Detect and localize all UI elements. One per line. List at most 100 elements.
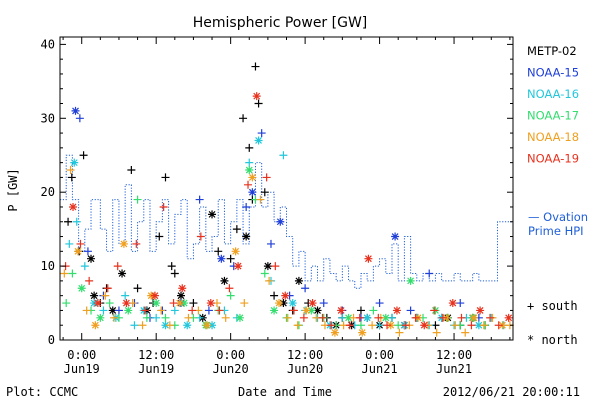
x-tick-time-label: 0:00 [216, 348, 245, 362]
series-noaa-16 [65, 136, 508, 330]
data-point-south [479, 321, 488, 330]
y-tick-label: 20 [41, 185, 55, 199]
data-point-south [345, 321, 354, 330]
legend-entry-noaa-18: NOAA-18 [527, 130, 579, 144]
y-tick-label: 40 [41, 37, 55, 51]
legend-symbol-north: * north [527, 333, 578, 347]
data-point-north [217, 254, 226, 263]
legend: METP-02 NOAA-15 NOAA-16 NOAA-17 NOAA-18 NOAA-… [527, 44, 579, 166]
data-point-south [461, 328, 470, 337]
data-point-south [75, 114, 84, 123]
data-point-south [132, 239, 141, 248]
data-point-north [119, 239, 128, 248]
data-point-north [504, 313, 513, 322]
data-point-north [87, 254, 96, 263]
data-point-south [289, 306, 298, 315]
data-point-south [438, 313, 447, 322]
data-point-south [457, 313, 466, 322]
data-point-south [83, 247, 92, 256]
data-point-north [77, 284, 86, 293]
data-point-south [127, 166, 136, 175]
data-point-south [76, 239, 85, 248]
data-point-south [184, 313, 193, 322]
data-point-south [204, 306, 213, 315]
data-point-north [90, 291, 99, 300]
data-point-north [124, 306, 133, 315]
plot-area [60, 62, 514, 337]
data-point-south [195, 195, 204, 204]
data-point-south [245, 143, 254, 152]
data-point-south [170, 306, 179, 315]
series-metp-02 [64, 62, 490, 330]
data-point-south [375, 299, 384, 308]
data-point-north [206, 299, 215, 308]
data-point-south [221, 313, 230, 322]
data-point-south [232, 225, 241, 234]
data-point-north [344, 313, 353, 322]
data-point-south [103, 284, 112, 293]
data-point-south [318, 313, 327, 322]
data-point-south [256, 195, 265, 204]
data-point-south [189, 299, 198, 308]
data-point-south [375, 321, 384, 330]
data-point-south [67, 173, 76, 182]
x-tick-date-label: Jun20 [287, 362, 323, 376]
legend-entry-noaa-15: NOAA-15 [527, 66, 579, 80]
legend-entry-metp-02: METP-02 [527, 44, 577, 58]
data-point-north [178, 284, 187, 293]
data-point-south [266, 239, 275, 248]
legend-entry-noaa-16: NOAA-16 [527, 87, 579, 101]
legend-ovation-line1: — Ovation [528, 210, 588, 224]
data-point-north [469, 313, 478, 322]
data-point-south [271, 262, 280, 271]
data-point-south [356, 321, 365, 330]
data-point-south [356, 306, 365, 315]
data-point-south [226, 254, 235, 263]
data-point-south [141, 306, 150, 315]
data-point-north [307, 306, 316, 315]
data-point-south [244, 180, 253, 189]
x-tick-time-label: 12:00 [287, 348, 323, 362]
series-noaa-19 [61, 92, 513, 330]
y-tick-label: 0 [48, 333, 55, 347]
data-point-north [96, 313, 105, 322]
series-noaa-17 [62, 166, 490, 330]
data-point-north [245, 166, 254, 175]
y-tick-label: 30 [41, 111, 55, 125]
data-point-south [299, 313, 308, 322]
data-point-south [494, 321, 503, 330]
data-point-south [406, 306, 415, 315]
data-point-north [337, 306, 346, 315]
data-point-south [456, 299, 465, 308]
data-point-south [262, 173, 271, 182]
data-point-north [161, 321, 170, 330]
data-point-north [220, 276, 229, 285]
data-point-south [225, 284, 234, 293]
data-point-south [411, 313, 420, 322]
data-point-south [214, 247, 223, 256]
data-point-north [364, 254, 373, 263]
data-point-south [368, 321, 377, 330]
data-point-south [254, 99, 263, 108]
legend-ovation-line2: Prime HPI [528, 224, 584, 238]
x-tick-time-label: 12:00 [436, 348, 472, 362]
data-point-south [121, 291, 130, 300]
data-point-north [391, 232, 400, 241]
data-point-north [248, 188, 257, 197]
data-point-north [281, 291, 290, 300]
data-point-south [165, 321, 174, 330]
data-point-north [150, 291, 159, 300]
data-point-south [467, 321, 476, 330]
data-point-south [142, 313, 151, 322]
data-point-south [80, 262, 89, 271]
data-point-north [302, 306, 311, 315]
y-tick-label: 10 [41, 259, 55, 273]
data-point-south [257, 129, 266, 138]
data-point-north [235, 313, 244, 322]
data-point-south [66, 166, 75, 175]
data-point-north [242, 232, 251, 241]
data-point-south [240, 299, 249, 308]
data-point-south [79, 151, 88, 160]
data-point-north [69, 202, 78, 211]
data-point-north [476, 306, 485, 315]
